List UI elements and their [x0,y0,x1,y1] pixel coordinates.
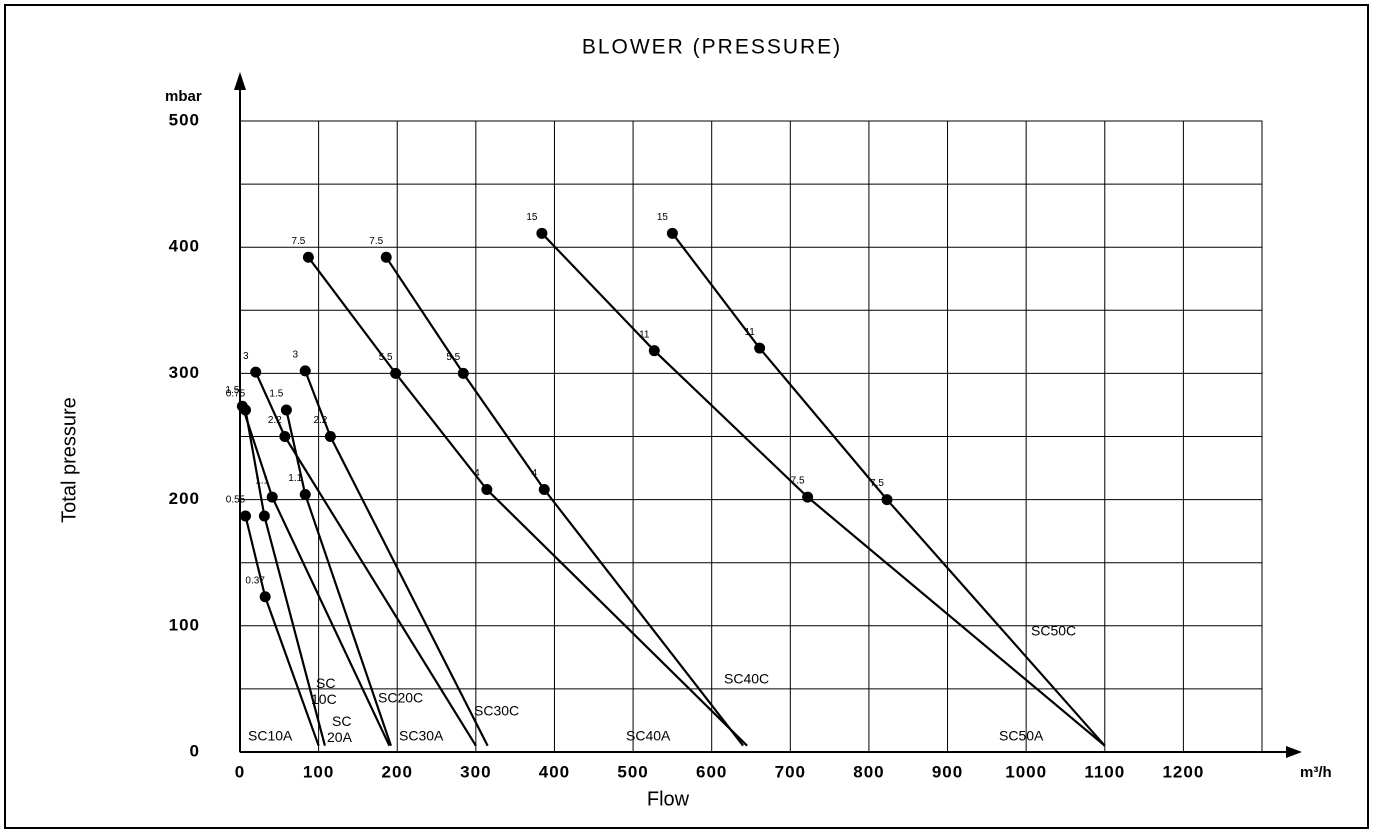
curve [385,256,745,747]
point [299,489,311,501]
point-label: 1.5 [269,389,283,400]
series-label: SC40C [724,671,769,687]
point-label: 0.55 [226,495,246,506]
y-tick-label: 500 [169,110,200,129]
x-tick-label: 500 [617,762,648,781]
point-label: 7.5 [870,478,884,489]
point [481,484,493,496]
x-arrow [1286,746,1302,758]
point-label: 3 [292,350,298,361]
point-label: 15 [657,212,669,223]
point [302,251,314,263]
x-tick-label: 700 [775,762,806,781]
point [236,400,248,412]
series-label: SC 10C [311,675,337,707]
point-label: 5.5 [446,352,460,363]
x-tick-label: 0 [235,762,245,781]
series-label: SC40A [626,728,671,744]
point [881,494,893,506]
series-label: SC50A [999,728,1044,744]
x-tick-label: 900 [932,762,963,781]
y-unit: mbar [165,88,202,105]
point [280,404,292,416]
x-tick-label: 800 [853,762,884,781]
point-label: 11 [639,329,650,340]
point-label: 7.5 [369,236,383,247]
point [754,342,766,354]
x-tick-label: 200 [382,762,413,781]
chart-title: BLOWER (PRESSURE) [582,36,842,59]
curve [541,232,1106,747]
point [299,365,311,377]
point-label: 15 [526,212,538,223]
x-tick-label: 300 [460,762,491,781]
series-label: SC50C [1031,623,1076,639]
series-label: SC 20A [327,713,353,745]
point [250,366,262,378]
point-label: 1.1 [255,476,269,487]
point [266,491,278,503]
point [279,431,291,442]
point-label: 3 [243,351,249,362]
point-label: 0.37 [245,575,265,586]
point-label: 1.5 [225,385,239,396]
series-label: SC30A [399,728,444,744]
y-axis-label: Total pressure [58,397,80,523]
point-label: 1.1 [288,473,302,484]
y-tick-label: 300 [169,363,200,382]
point [390,367,402,379]
series-label: SC30C [474,703,519,719]
point-label: 4 [474,468,480,479]
y-tick-label: 100 [169,615,200,634]
point [538,484,550,496]
x-tick-label: 600 [696,762,727,781]
point [457,367,469,379]
point-label: 0.75 [226,389,246,400]
series-label: SC20C [378,690,423,706]
point [324,431,336,442]
x-tick-label: 1000 [1005,762,1047,781]
x-axis-label: Flow [647,788,690,810]
point-label: 4 [531,468,537,479]
point-label: 2.2 [268,415,282,426]
x-tick-label: 1100 [1084,762,1125,781]
point [536,227,548,239]
point-label: 11 [744,327,755,338]
curve [671,232,1106,747]
x-tick-label: 1200 [1162,762,1204,781]
point-label: 7.5 [291,236,305,247]
y-tick-label: 400 [169,237,200,256]
point [258,510,270,522]
x-unit: m³/h [1300,764,1332,781]
series-label: SC10A [248,728,293,744]
point [240,510,252,522]
point [259,591,271,603]
x-tick-label: 100 [303,762,334,781]
y-arrow [234,72,246,90]
point-label: 5.5 [379,352,393,363]
y-tick-label: 0 [190,741,200,760]
point [648,345,660,357]
y-tick-label: 200 [169,489,200,508]
point [380,251,392,263]
point [666,227,678,239]
point [802,491,814,503]
x-tick-label: 400 [539,762,570,781]
frame [4,4,1369,829]
curve [307,256,748,747]
point-label: 7.5 [791,476,805,487]
point-label: 2.2 [313,415,327,426]
